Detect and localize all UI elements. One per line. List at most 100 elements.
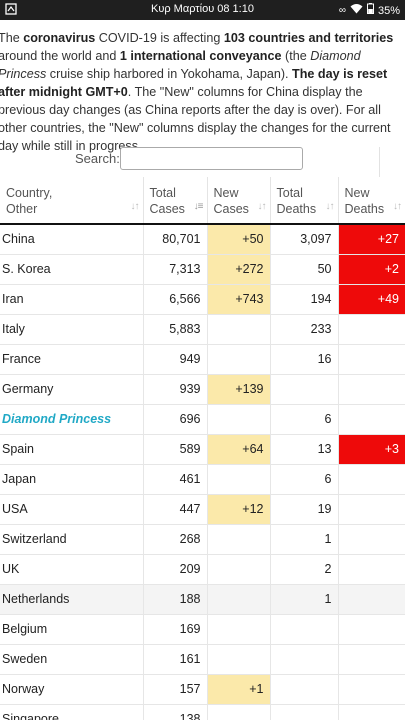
header-label: Cases	[213, 202, 249, 216]
total-deaths-cell: 19	[270, 494, 339, 525]
link-icon: ∞	[338, 5, 346, 16]
covid-table: Country, Other ↓↑ Total Cases ↓≡ New Cases ↓↑ …	[0, 177, 405, 720]
total-cases-cell: 268	[143, 524, 208, 555]
total-deaths-cell	[270, 614, 339, 645]
intro-text: . The "New" columns for China display th…	[0, 85, 391, 153]
new-cases-cell: +64	[207, 434, 271, 465]
sort-icon: ↓↑	[393, 201, 402, 212]
new-deaths-cell	[338, 374, 405, 405]
search-input[interactable]	[120, 147, 303, 170]
intro-coronavirus: coronavirus	[23, 31, 96, 45]
search-row: Search:	[0, 147, 380, 171]
intro-country-count: 103 countries and territories	[223, 31, 394, 45]
total-cases-cell: 949	[143, 344, 208, 375]
sort-desc-icon: ↓≡	[193, 201, 204, 212]
table-row: Iran 6,566 +743 194 +49	[0, 284, 405, 315]
new-deaths-cell: +3	[338, 434, 405, 465]
country-cell: Belgium	[0, 614, 144, 645]
intro-text: around the world and	[0, 49, 120, 63]
total-deaths-cell	[270, 374, 339, 405]
new-cases-cell	[207, 524, 271, 555]
country-cell: Iran	[0, 284, 144, 315]
header-total-deaths[interactable]: Total Deaths ↓↑	[270, 177, 339, 225]
country-cell: France	[0, 344, 144, 375]
total-cases-cell: 157	[143, 674, 208, 705]
total-cases-cell: 138	[143, 704, 208, 720]
country-cell: Spain	[0, 434, 144, 465]
new-deaths-cell	[338, 644, 405, 675]
new-deaths-cell: +49	[338, 284, 405, 315]
total-deaths-cell: 50	[270, 254, 339, 285]
new-cases-cell	[207, 404, 271, 435]
status-icons: ∞ 35%	[339, 3, 400, 18]
total-cases-cell: 161	[143, 644, 208, 675]
header-country[interactable]: Country, Other ↓↑	[0, 177, 144, 225]
table-row: Netherlands 188 1	[0, 584, 405, 615]
table-row: UK 209 2	[0, 554, 405, 585]
header-label: Total	[276, 186, 303, 200]
table-row: Japan 461 6	[0, 464, 405, 495]
new-cases-cell	[207, 704, 271, 720]
table-row: Germany 939 +139	[0, 374, 405, 405]
table-row: China 80,701 +50 3,097 +27	[0, 224, 405, 255]
total-cases-cell: 169	[143, 614, 208, 645]
total-cases-cell: 447	[143, 494, 208, 525]
total-deaths-cell: 194	[270, 284, 339, 315]
new-deaths-cell: +27	[338, 224, 405, 255]
battery-icon	[366, 3, 374, 18]
table-row: Italy 5,883 233	[0, 314, 405, 345]
new-cases-cell: +12	[207, 494, 271, 525]
total-cases-cell: 5,883	[143, 314, 208, 345]
country-cell[interactable]: Diamond Princess	[0, 404, 144, 435]
new-deaths-cell	[338, 614, 405, 645]
country-cell: USA	[0, 494, 144, 525]
battery-percent: 35%	[377, 4, 400, 17]
new-cases-cell: +272	[207, 254, 271, 285]
wifi-icon	[350, 3, 363, 18]
new-cases-cell	[207, 464, 271, 495]
header-label: Other	[6, 202, 38, 216]
country-cell: Japan	[0, 464, 144, 495]
search-label: Search:	[75, 151, 120, 166]
country-cell: Norway	[0, 674, 144, 705]
table-row: Singapore 138	[0, 704, 405, 720]
table-row: Sweden 161	[0, 644, 405, 675]
header-label: Cases	[149, 202, 185, 216]
table-row: Norway 157 +1	[0, 674, 405, 705]
country-cell: Germany	[0, 374, 144, 405]
total-cases-cell: 80,701	[143, 224, 208, 255]
intro-text: The	[0, 31, 24, 45]
header-new-deaths[interactable]: New Deaths ↓↑	[338, 177, 405, 225]
table-row: Switzerland 268 1	[0, 524, 405, 555]
total-cases-cell: 939	[143, 374, 208, 405]
country-cell: S. Korea	[0, 254, 144, 285]
new-deaths-cell	[338, 524, 405, 555]
table-row: Spain 589 +64 13 +3	[0, 434, 405, 465]
intro-reset-note: The day is reset after midnight GMT+0	[0, 67, 388, 99]
new-cases-cell: +50	[207, 224, 271, 255]
total-deaths-cell: 1	[270, 524, 339, 555]
total-cases-cell: 589	[143, 434, 208, 465]
header-new-cases[interactable]: New Cases ↓↑	[207, 177, 271, 225]
header-label: Total	[149, 186, 176, 200]
new-deaths-cell	[338, 674, 405, 705]
status-time: Κυρ Μαρτίου 08 1:10	[151, 3, 254, 15]
total-cases-cell: 696	[143, 404, 208, 435]
new-deaths-cell	[338, 554, 405, 585]
total-deaths-cell: 13	[270, 434, 339, 465]
header-label: Deaths	[344, 202, 385, 216]
new-deaths-cell	[338, 704, 405, 720]
new-cases-cell	[207, 314, 271, 345]
header-label: Deaths	[276, 202, 317, 216]
total-deaths-cell: 6	[270, 404, 339, 435]
intro-text: (the	[281, 49, 311, 63]
status-bar: Κυρ Μαρτίου 08 1:10 ∞ 35%	[0, 0, 405, 20]
total-deaths-cell: 3,097	[270, 224, 339, 255]
total-deaths-cell	[270, 704, 339, 720]
header-total-cases[interactable]: Total Cases ↓≡	[143, 177, 208, 225]
total-deaths-cell: 16	[270, 344, 339, 375]
new-deaths-cell	[338, 584, 405, 615]
country-cell: UK	[0, 554, 144, 585]
new-cases-cell	[207, 344, 271, 375]
total-deaths-cell: 2	[270, 554, 339, 585]
